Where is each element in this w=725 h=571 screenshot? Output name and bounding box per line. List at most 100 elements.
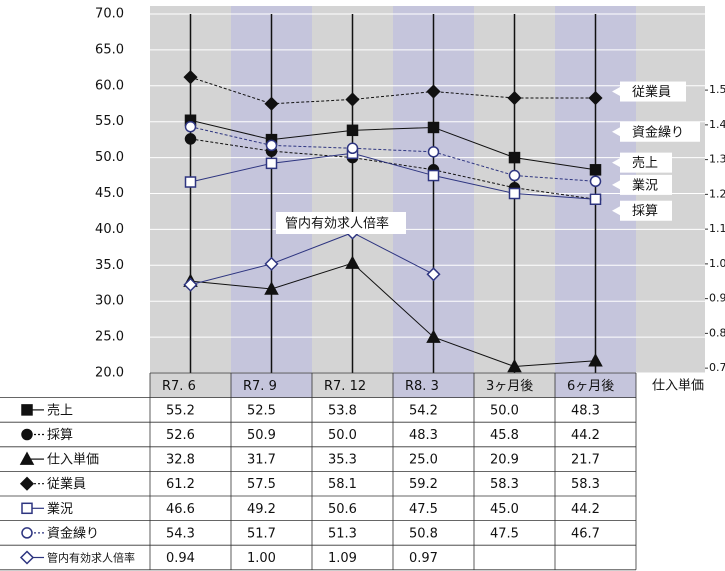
table-value: 48.3 — [409, 428, 438, 443]
callout-box — [276, 212, 406, 234]
y-tick-label: 70.0 — [95, 7, 124, 22]
legend-label: 管内有効求人倍率 — [47, 551, 135, 565]
marker — [427, 121, 440, 134]
marker — [184, 176, 197, 188]
table-value: 47.5 — [490, 526, 519, 541]
y-tick-label: 30.0 — [95, 294, 124, 309]
series-line — [190, 152, 596, 200]
marker — [183, 70, 198, 85]
legend-label: 仕入単価 — [47, 452, 99, 468]
table-value: 35.3 — [328, 453, 357, 468]
table-value: 50.0 — [328, 428, 357, 443]
legend-label: 売上 — [47, 402, 73, 418]
callout-pointer — [612, 205, 621, 216]
y2-tick-label: 1.1 — [709, 222, 725, 235]
callout-pointer — [612, 179, 621, 190]
callout-label: 資金繰り — [632, 124, 684, 140]
table-value: 50.9 — [247, 428, 276, 443]
callout-pointer — [612, 86, 621, 97]
table-value: 57.5 — [247, 477, 276, 492]
y2-tick-label: 1.3 — [709, 153, 725, 166]
table-value: 0.97 — [409, 551, 438, 566]
marker — [264, 256, 279, 271]
marker — [183, 277, 198, 292]
y-tick-label: 40.0 — [95, 222, 124, 237]
callout-label: 売上 — [632, 155, 658, 171]
header-cell — [231, 373, 312, 398]
table-value: 52.5 — [247, 403, 276, 418]
table-value: 51.7 — [247, 526, 276, 541]
table-value: 47.5 — [409, 502, 438, 517]
marker — [184, 120, 197, 133]
table-value: 58.3 — [571, 477, 600, 492]
marker — [589, 175, 602, 188]
marker — [21, 404, 33, 416]
marker — [508, 169, 521, 182]
callout-pointer — [612, 126, 621, 137]
callout-box — [620, 81, 686, 102]
table-value: 55.2 — [166, 403, 195, 418]
marker — [265, 157, 278, 170]
marker — [345, 255, 360, 269]
table-value: 25.0 — [409, 453, 438, 468]
table-value: 46.6 — [166, 502, 195, 517]
table-value: 1.00 — [247, 551, 276, 566]
marker — [426, 84, 441, 99]
marker — [427, 169, 440, 182]
y2-tick-label: 1.5 — [709, 83, 725, 96]
marker — [426, 267, 441, 282]
marker — [588, 90, 603, 106]
callout-label: 管内有効求人倍率 — [285, 216, 389, 232]
y2-tick-label: 1.4 — [709, 118, 725, 131]
marker — [589, 193, 602, 205]
header-cell — [474, 373, 555, 398]
marker — [19, 451, 35, 465]
series-line — [190, 262, 596, 368]
x-tick-label: R8. 3 — [405, 379, 439, 394]
table-value: 1.09 — [328, 551, 357, 566]
y2-tick-label: 1.0 — [709, 257, 725, 270]
marker — [19, 476, 35, 491]
marker — [346, 142, 359, 155]
x-tick-label: R7. 12 — [324, 379, 366, 394]
y2-tick-label: 1.2 — [709, 187, 725, 200]
table-value: 0.94 — [166, 551, 195, 566]
callout-box — [620, 121, 700, 142]
marker — [588, 353, 603, 367]
marker — [589, 164, 602, 176]
table-value: 31.7 — [247, 453, 276, 468]
y-tick-label: 50.0 — [95, 150, 124, 165]
marker — [426, 329, 441, 343]
marker — [21, 527, 33, 539]
series-line — [190, 138, 596, 200]
table-value: 58.3 — [490, 477, 519, 492]
legend-label: 従業員 — [47, 476, 86, 492]
table-value: 54.2 — [409, 403, 438, 418]
header-cell — [555, 373, 636, 398]
legend-label: 業況 — [47, 501, 73, 517]
marker — [507, 90, 522, 106]
table-value: 45.8 — [490, 428, 519, 443]
marker — [265, 139, 278, 152]
marker — [21, 428, 33, 441]
x-tick-label: R7. 9 — [243, 379, 277, 394]
callout-box — [620, 174, 672, 195]
table-value: 50.8 — [409, 526, 438, 541]
callout-label: 仕入単価 — [652, 378, 704, 394]
table-value: 45.0 — [490, 502, 519, 517]
marker — [507, 358, 522, 373]
callout-pointer — [635, 378, 646, 388]
marker — [264, 281, 279, 295]
callout-pointer — [612, 157, 621, 168]
marker — [427, 146, 440, 158]
callout-label: 業況 — [632, 177, 658, 193]
table-value: 59.2 — [409, 477, 438, 492]
table-value: 44.2 — [571, 428, 600, 443]
header-cell — [393, 373, 474, 398]
table-value: 52.6 — [166, 428, 195, 443]
table-value: 51.3 — [328, 526, 357, 541]
y2-tick-label: 0.9 — [709, 292, 725, 305]
series-line — [190, 232, 434, 286]
